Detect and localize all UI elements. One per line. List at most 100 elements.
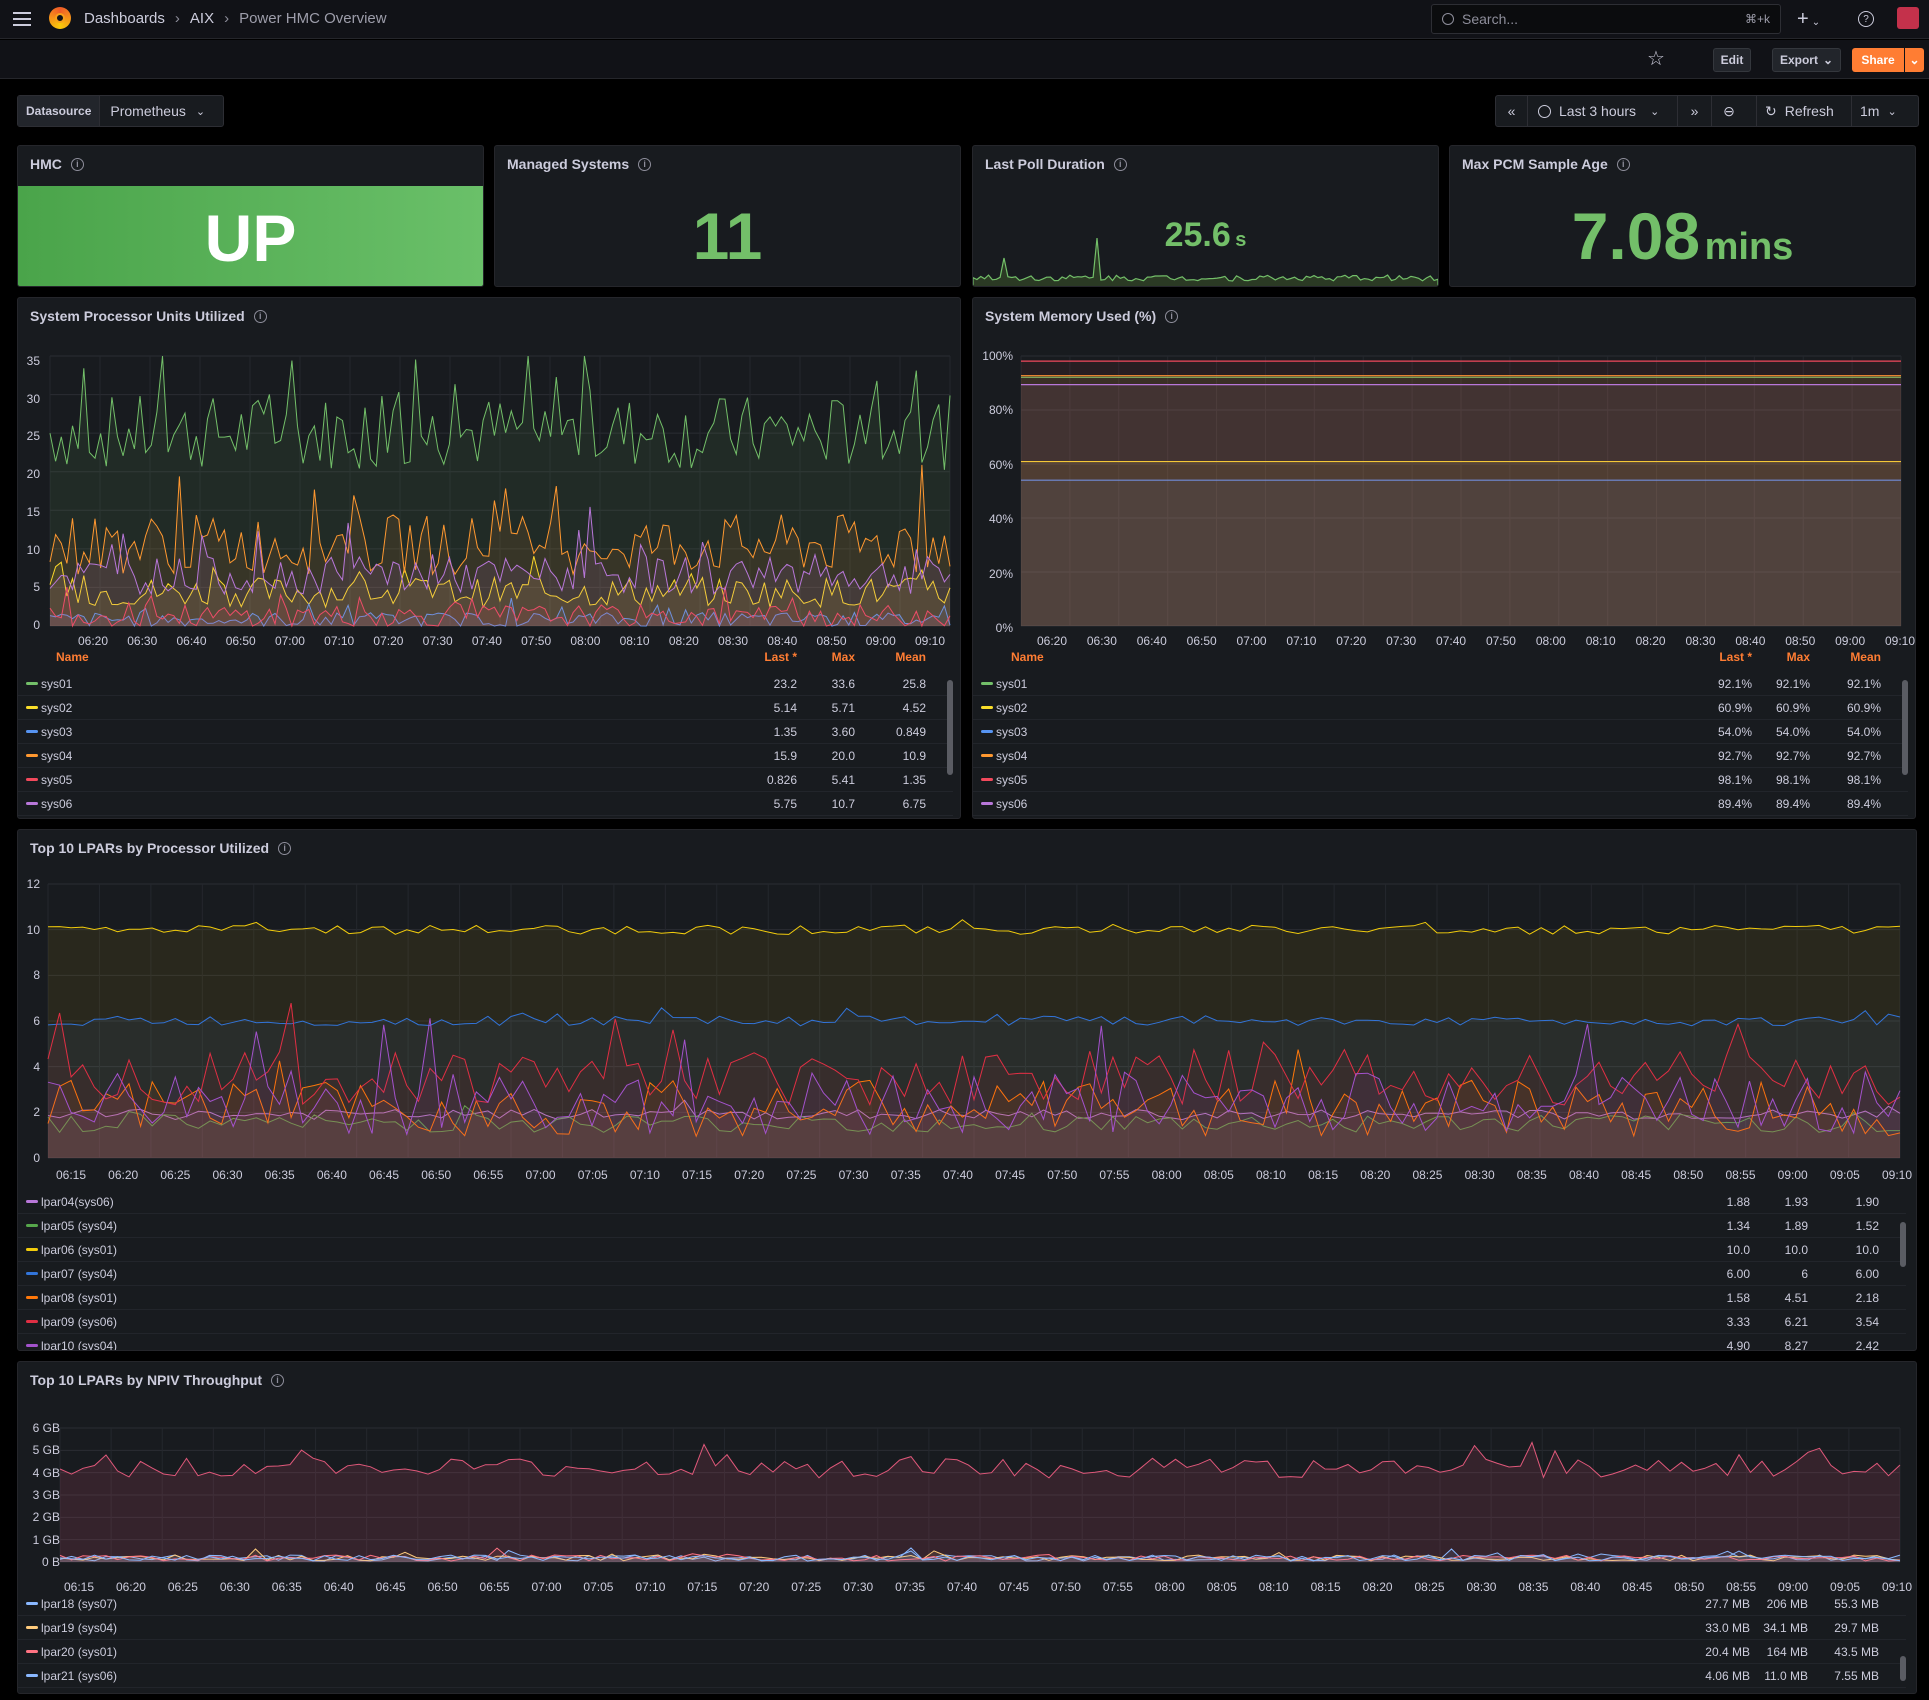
info-icon[interactable]: i: [70, 157, 84, 171]
variable-value[interactable]: Prometheus: [110, 103, 186, 119]
legend-scrollbar[interactable]: [1900, 1656, 1906, 1681]
legend-series[interactable]: sys03: [981, 725, 1027, 739]
legend-header-mean[interactable]: Mean: [1850, 650, 1881, 664]
legend-row[interactable]: lpar08 (sys01) 1.58 4.51 2.18: [18, 1286, 1906, 1310]
legend-series[interactable]: lpar18 (sys07): [26, 1597, 117, 1611]
legend-row[interactable]: sys04 15.9 20.0 10.9: [18, 744, 953, 768]
legend-row[interactable]: sys01 23.2 33.6 25.8: [18, 672, 953, 696]
panel-title: Top 10 LPARs by Processor Utilized i: [30, 840, 292, 856]
info-icon[interactable]: i: [271, 1373, 285, 1387]
legend-series[interactable]: sys05: [26, 773, 72, 787]
edit-button[interactable]: Edit: [1713, 48, 1751, 72]
avatar[interactable]: [1897, 7, 1919, 29]
panel-cpu-utilized[interactable]: System Processor Units Utilized i 35 30 25 2…: [17, 297, 961, 819]
legend-header-max[interactable]: Max: [1786, 650, 1810, 664]
legend-series[interactable]: sys06: [981, 797, 1027, 811]
legend-row[interactable]: lpar20 (sys01) 20.4 MB 164 MB 43.5 MB: [18, 1640, 1906, 1664]
legend-series[interactable]: sys03: [26, 725, 72, 739]
refresh-button[interactable]: ↻ Refresh: [1756, 96, 1852, 126]
zoom-out-icon[interactable]: ⊖: [1723, 102, 1735, 119]
legend-series[interactable]: sys05: [981, 773, 1027, 787]
star-icon[interactable]: ☆: [1647, 48, 1665, 70]
breadcrumb-folder[interactable]: AIX: [189, 10, 215, 27]
legend-header-last[interactable]: Last *: [1719, 650, 1752, 664]
legend-row[interactable]: lpar19 (sys04) 33.0 MB 34.1 MB 29.7 MB: [18, 1616, 1906, 1640]
legend-series[interactable]: sys06: [26, 797, 72, 811]
legend-row[interactable]: sys06 89.4% 89.4% 89.4%: [973, 792, 1908, 816]
legend-row[interactable]: sys05 0.826 5.41 1.35: [18, 768, 953, 792]
menu-icon[interactable]: [13, 12, 31, 26]
add-icon[interactable]: + ⌄: [1797, 8, 1821, 30]
legend-series[interactable]: lpar20 (sys01): [26, 1645, 117, 1659]
x-tick-label: 06:55: [473, 1168, 504, 1182]
legend-series[interactable]: sys02: [26, 701, 72, 715]
legend-row[interactable]: lpar18 (sys07) 27.7 MB 206 MB 55.3 MB: [18, 1592, 1906, 1616]
panel-hmc[interactable]: HMC i UP: [17, 145, 484, 287]
time-forward-icon[interactable]: »: [1678, 96, 1712, 126]
legend-row[interactable]: lpar06 (sys01) 10.0 10.0 10.0: [18, 1238, 1906, 1262]
time-picker[interactable]: Last 3 hours ⌄: [1528, 96, 1678, 126]
x-tick-label: 07:15: [682, 1168, 713, 1182]
time-back-icon[interactable]: «: [1496, 96, 1528, 126]
x-tick-label: 09:10: [1882, 1168, 1913, 1182]
export-button[interactable]: Export ⌄: [1772, 48, 1841, 72]
legend-series[interactable]: lpar09 (sys06): [26, 1315, 117, 1329]
info-icon[interactable]: i: [253, 309, 267, 323]
info-icon[interactable]: i: [1165, 309, 1179, 323]
panel-top-lpars-processor[interactable]: Top 10 LPARs by Processor Utilized i 12 10…: [17, 829, 1917, 1351]
panel-max-pcm-sample-age[interactable]: Max PCM Sample Age i 7.08 mins: [1449, 145, 1916, 287]
panel-last-poll-duration[interactable]: Last Poll Duration i 25.6 s: [972, 145, 1439, 287]
legend-series[interactable]: lpar05 (sys04): [26, 1219, 117, 1233]
refresh-interval-picker[interactable]: 1m ⌄: [1852, 103, 1897, 119]
legend-series[interactable]: lpar10 (sys04): [26, 1339, 117, 1350]
share-menu-button[interactable]: ⌄: [1905, 48, 1924, 72]
legend-series[interactable]: lpar21 (sys06): [26, 1669, 117, 1683]
legend-row[interactable]: lpar05 (sys04) 1.34 1.89 1.52: [18, 1214, 1906, 1238]
legend-series[interactable]: lpar06 (sys01): [26, 1243, 117, 1257]
breadcrumb-dashboards[interactable]: Dashboards: [84, 10, 165, 27]
legend-row[interactable]: sys05 98.1% 98.1% 98.1%: [973, 768, 1908, 792]
legend-row[interactable]: lpar07 (sys04) 6.00 6 6.00: [18, 1262, 1906, 1286]
legend-series[interactable]: sys01: [26, 677, 72, 691]
legend-row[interactable]: sys04 92.7% 92.7% 92.7%: [973, 744, 1908, 768]
legend-row[interactable]: lpar10 (sys04) 4.90 8.27 2.42: [18, 1334, 1906, 1350]
legend-scrollbar[interactable]: [1902, 680, 1908, 775]
legend-series[interactable]: lpar07 (sys04): [26, 1267, 117, 1281]
legend-row[interactable]: sys02 60.9% 60.9% 60.9%: [973, 696, 1908, 720]
legend-row[interactable]: sys03 54.0% 54.0% 54.0%: [973, 720, 1908, 744]
info-icon[interactable]: i: [1113, 157, 1127, 171]
legend-row[interactable]: sys03 1.35 3.60 0.849: [18, 720, 953, 744]
grafana-logo-icon[interactable]: [49, 7, 71, 29]
legend-row[interactable]: sys02 5.14 5.71 4.52: [18, 696, 953, 720]
panel-memory-used[interactable]: System Memory Used (%) i 100% 80% 60% 40% 20%…: [972, 297, 1916, 819]
x-tick-label: 06:20: [115, 1580, 146, 1594]
help-icon[interactable]: ?: [1858, 11, 1874, 27]
info-icon[interactable]: i: [278, 841, 292, 855]
legend-header-max[interactable]: Max: [831, 650, 855, 664]
legend-series[interactable]: sys04: [26, 749, 72, 763]
legend-header-mean[interactable]: Mean: [895, 650, 926, 664]
datasource-variable[interactable]: Datasource Prometheus ⌄: [17, 95, 224, 127]
panel-managed-systems[interactable]: Managed Systems i 11: [494, 145, 961, 287]
legend-series[interactable]: lpar19 (sys04): [26, 1621, 117, 1635]
legend-series[interactable]: sys04: [981, 749, 1027, 763]
search-input[interactable]: Search... ⌘+k: [1431, 4, 1781, 34]
legend-header-last[interactable]: Last *: [764, 650, 797, 664]
panel-top-lpars-npiv[interactable]: Top 10 LPARs by NPIV Throughput i 6 GB 5 G…: [17, 1361, 1917, 1694]
legend-header-name[interactable]: Name: [56, 650, 89, 664]
info-icon[interactable]: i: [1616, 157, 1630, 171]
legend-series[interactable]: lpar04(sys06): [26, 1195, 114, 1209]
info-icon[interactable]: i: [638, 157, 652, 171]
legend-row[interactable]: sys01 92.1% 92.1% 92.1%: [973, 672, 1908, 696]
legend-series[interactable]: lpar08 (sys01): [26, 1291, 117, 1305]
legend-row[interactable]: lpar09 (sys06) 3.33 6.21 3.54: [18, 1310, 1906, 1334]
legend-header-name[interactable]: Name: [1011, 650, 1044, 664]
legend-series[interactable]: sys02: [981, 701, 1027, 715]
legend-scrollbar[interactable]: [1900, 1222, 1906, 1267]
legend-row[interactable]: lpar21 (sys06) 4.06 MB 11.0 MB 7.55 MB: [18, 1664, 1906, 1688]
legend-row[interactable]: lpar04(sys06) 1.88 1.93 1.90: [18, 1190, 1906, 1214]
share-button[interactable]: Share: [1852, 48, 1904, 72]
legend-scrollbar[interactable]: [947, 680, 953, 775]
legend-series[interactable]: sys01: [981, 677, 1027, 691]
legend-row[interactable]: sys06 5.75 10.7 6.75: [18, 792, 953, 816]
